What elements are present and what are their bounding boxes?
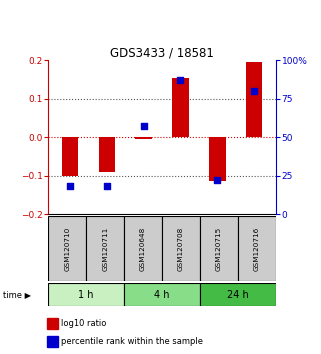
Bar [209, 137, 226, 182]
Point [68, 184, 73, 189]
Bar [48, 216, 86, 281]
Point [141, 124, 146, 129]
Point [178, 78, 183, 83]
Text: 4 h: 4 h [154, 290, 170, 300]
Text: GSM120716: GSM120716 [254, 227, 260, 271]
Bar [172, 78, 189, 137]
Text: log10 ratio: log10 ratio [61, 319, 107, 328]
Bar [238, 216, 276, 281]
Text: GSM120708: GSM120708 [178, 227, 184, 271]
Bar [200, 283, 276, 306]
Bar [246, 62, 262, 137]
Bar [99, 137, 115, 172]
Point [215, 177, 220, 183]
Bar [135, 137, 152, 139]
Title: GDS3433 / 18581: GDS3433 / 18581 [110, 46, 214, 59]
Point [251, 88, 256, 94]
Text: 1 h: 1 h [78, 290, 94, 300]
Bar [86, 216, 124, 281]
Text: GSM120715: GSM120715 [216, 227, 222, 271]
Bar [47, 336, 57, 347]
Bar [47, 319, 57, 329]
Bar [124, 216, 162, 281]
Bar [200, 216, 238, 281]
Bar [162, 216, 200, 281]
Bar [62, 137, 78, 176]
Text: percentile rank within the sample: percentile rank within the sample [61, 337, 203, 346]
Text: GSM120648: GSM120648 [140, 227, 146, 271]
Bar [48, 283, 124, 306]
Bar [124, 283, 200, 306]
Text: GSM120711: GSM120711 [102, 227, 108, 271]
Text: time ▶: time ▶ [3, 290, 31, 299]
Text: GSM120710: GSM120710 [64, 227, 70, 271]
Point [104, 184, 109, 189]
Text: 24 h: 24 h [227, 290, 249, 300]
